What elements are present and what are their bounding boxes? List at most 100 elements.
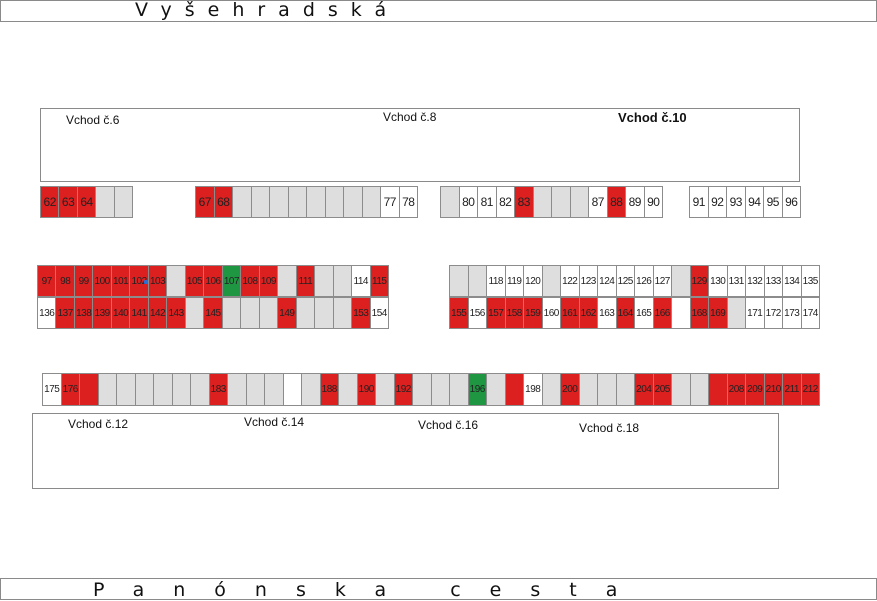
- parking-spot-unnumbered[interactable]: [671, 297, 691, 329]
- parking-spot-196[interactable]: 196: [467, 373, 487, 406]
- parking-spot-111[interactable]: 111: [295, 265, 316, 297]
- parking-spot-129[interactable]: 129: [689, 265, 709, 297]
- parking-spot-unnumbered[interactable]: [412, 373, 432, 406]
- parking-spot-68[interactable]: 68: [213, 186, 233, 218]
- parking-spot-162[interactable]: 162: [578, 297, 598, 329]
- parking-spot-unnumbered[interactable]: [95, 186, 115, 218]
- parking-spot-64[interactable]: 64: [76, 186, 97, 218]
- parking-spot-89[interactable]: 89: [625, 186, 645, 218]
- parking-spot-142[interactable]: 142: [147, 297, 168, 329]
- parking-spot-132[interactable]: 132: [745, 265, 765, 297]
- parking-spot-unnumbered[interactable]: [113, 186, 133, 218]
- parking-spot-78[interactable]: 78: [398, 186, 418, 218]
- parking-spot-159[interactable]: 159: [523, 297, 543, 329]
- parking-spot-unnumbered[interactable]: [232, 186, 252, 218]
- parking-spot-155[interactable]: 155: [449, 297, 469, 329]
- parking-spot-unnumbered[interactable]: [332, 297, 353, 329]
- parking-spot-unnumbered[interactable]: [551, 186, 571, 218]
- parking-spot-unnumbered[interactable]: [671, 265, 691, 297]
- parking-spot-unnumbered[interactable]: [361, 186, 381, 218]
- parking-spot-91[interactable]: 91: [689, 186, 709, 218]
- parking-spot-unnumbered[interactable]: [338, 373, 358, 406]
- parking-spot-80[interactable]: 80: [458, 186, 478, 218]
- parking-spot-173[interactable]: 173: [782, 297, 802, 329]
- parking-spot-165[interactable]: 165: [634, 297, 654, 329]
- parking-spot-unnumbered[interactable]: [440, 186, 460, 218]
- parking-spot-unnumbered[interactable]: [240, 297, 260, 329]
- parking-spot-105[interactable]: 105: [184, 265, 205, 297]
- parking-spot-163[interactable]: 163: [597, 297, 617, 329]
- parking-spot-114[interactable]: 114: [351, 265, 371, 297]
- parking-spot-141[interactable]: 141: [129, 297, 149, 329]
- parking-spot-158[interactable]: 158: [504, 297, 524, 329]
- parking-spot-154[interactable]: 154: [369, 297, 389, 329]
- parking-spot-211[interactable]: 211: [782, 373, 802, 406]
- parking-spot-unnumbered[interactable]: [277, 265, 297, 297]
- parking-spot-100[interactable]: 100: [92, 265, 112, 297]
- parking-spot-unnumbered[interactable]: [295, 297, 316, 329]
- parking-spot-unnumbered[interactable]: [190, 373, 210, 406]
- parking-spot-unnumbered[interactable]: [689, 373, 709, 406]
- parking-spot-unnumbered[interactable]: [597, 373, 617, 406]
- parking-spot-94[interactable]: 94: [744, 186, 764, 218]
- parking-spot-115[interactable]: 115: [369, 265, 389, 297]
- parking-spot-unnumbered[interactable]: [449, 265, 469, 297]
- parking-spot-176[interactable]: 176: [60, 373, 80, 406]
- parking-spot-103[interactable]: 103: [147, 265, 168, 297]
- parking-spot-164[interactable]: 164: [615, 297, 635, 329]
- parking-spot-67[interactable]: 67: [195, 186, 215, 218]
- parking-spot-77[interactable]: 77: [380, 186, 400, 218]
- parking-spot-63[interactable]: 63: [58, 186, 78, 218]
- parking-spot-175[interactable]: 175: [42, 373, 62, 406]
- parking-spot-198[interactable]: 198: [523, 373, 543, 406]
- parking-spot-unnumbered[interactable]: [504, 373, 524, 406]
- parking-spot-unnumbered[interactable]: [301, 373, 321, 406]
- parking-spot-93[interactable]: 93: [726, 186, 746, 218]
- parking-spot-97[interactable]: 97: [37, 265, 57, 297]
- parking-spot-161[interactable]: 161: [560, 297, 580, 329]
- parking-spot-188[interactable]: 188: [319, 373, 339, 406]
- parking-spot-127[interactable]: 127: [652, 265, 672, 297]
- parking-spot-unnumbered[interactable]: [569, 186, 589, 218]
- parking-spot-208[interactable]: 208: [726, 373, 746, 406]
- parking-spot-136[interactable]: 136: [37, 297, 57, 329]
- parking-spot-210[interactable]: 210: [763, 373, 783, 406]
- parking-spot-unnumbered[interactable]: [332, 265, 353, 297]
- parking-spot-unnumbered[interactable]: [578, 373, 598, 406]
- parking-spot-124[interactable]: 124: [597, 265, 617, 297]
- parking-spot-88[interactable]: 88: [606, 186, 626, 218]
- parking-spot-unnumbered[interactable]: [250, 186, 270, 218]
- parking-spot-unnumbered[interactable]: [708, 373, 728, 406]
- parking-spot-192[interactable]: 192: [393, 373, 413, 406]
- parking-spot-unnumbered[interactable]: [166, 265, 186, 297]
- parking-spot-90[interactable]: 90: [643, 186, 663, 218]
- parking-spot-130[interactable]: 130: [708, 265, 728, 297]
- parking-spot-unnumbered[interactable]: [269, 186, 289, 218]
- parking-spot-138[interactable]: 138: [73, 297, 94, 329]
- parking-spot-unnumbered[interactable]: [615, 373, 635, 406]
- parking-spot-149[interactable]: 149: [277, 297, 297, 329]
- parking-spot-unnumbered[interactable]: [467, 265, 487, 297]
- parking-spot-98[interactable]: 98: [55, 265, 75, 297]
- parking-spot-171[interactable]: 171: [745, 297, 765, 329]
- parking-spot-172[interactable]: 172: [763, 297, 783, 329]
- parking-spot-unnumbered[interactable]: [449, 373, 469, 406]
- parking-spot-169[interactable]: 169: [708, 297, 728, 329]
- parking-spot-unnumbered[interactable]: [258, 297, 279, 329]
- parking-spot-106[interactable]: 106: [203, 265, 223, 297]
- parking-spot-183[interactable]: 183: [208, 373, 228, 406]
- parking-spot-unnumbered[interactable]: [343, 186, 363, 218]
- parking-spot-95[interactable]: 95: [763, 186, 783, 218]
- parking-spot-83[interactable]: 83: [514, 186, 534, 218]
- parking-spot-unnumbered[interactable]: [541, 373, 561, 406]
- parking-spot-99[interactable]: 99: [73, 265, 94, 297]
- parking-spot-unnumbered[interactable]: [264, 373, 284, 406]
- parking-spot-unnumbered[interactable]: [314, 265, 334, 297]
- parking-spot-131[interactable]: 131: [726, 265, 746, 297]
- parking-spot-145[interactable]: 145: [203, 297, 223, 329]
- parking-spot-unnumbered[interactable]: [726, 297, 746, 329]
- parking-spot-82[interactable]: 82: [495, 186, 515, 218]
- parking-spot-unnumbered[interactable]: [541, 265, 561, 297]
- parking-spot-125[interactable]: 125: [615, 265, 635, 297]
- parking-spot-160[interactable]: 160: [541, 297, 561, 329]
